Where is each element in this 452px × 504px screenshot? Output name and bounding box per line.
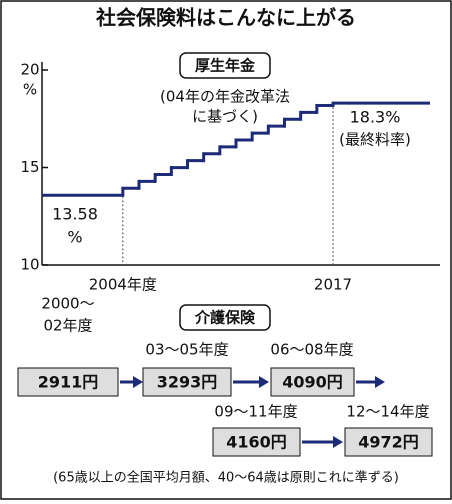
y-unit: % [23, 81, 37, 99]
section-box [179, 304, 271, 331]
amount: 2911円 [38, 373, 99, 392]
x-tick-label: 2004年度 [89, 276, 157, 294]
amount: 4160円 [226, 433, 287, 452]
chart-title: 厚生年金 [195, 57, 256, 75]
y-tick-label: 20 [20, 61, 39, 79]
kaigo-title: 介護保険 [194, 309, 256, 327]
x-tick-label: 2017 [314, 276, 352, 294]
annotation: に基づく) [192, 108, 258, 126]
period-label: 02年度 [43, 317, 92, 335]
period-label: 09〜11年度 [214, 403, 297, 421]
amount: 4972円 [358, 433, 419, 452]
period-label: 03〜05年度 [145, 341, 228, 359]
footnote: (65歳以上の全国平均月額、40〜64歳は原則これに準ずる) [53, 470, 399, 486]
amount-box [270, 367, 355, 397]
amount: 3293円 [157, 373, 218, 392]
period-label: 06〜08年度 [270, 341, 353, 359]
annotation: 13.58 [52, 205, 98, 224]
annotation: % [67, 228, 82, 247]
y-tick-label: 15 [20, 158, 39, 176]
annotation: 18.3% [350, 108, 401, 127]
annotation: (04年の年金改革法 [160, 88, 290, 106]
amount-box [212, 427, 301, 457]
y-tick-label: 10 [20, 256, 39, 274]
amount: 4090円 [282, 373, 343, 392]
title: 社会保険料はこんなに上がる [95, 6, 356, 30]
amount-box [142, 367, 232, 397]
amount-box [17, 367, 119, 397]
period-label: 12〜14年度 [346, 403, 429, 421]
amount-box [344, 427, 433, 457]
section-box [179, 52, 271, 79]
period-label: 2000〜 [41, 295, 94, 313]
arrows [120, 376, 385, 448]
annotation: (最終料率) [339, 131, 411, 149]
